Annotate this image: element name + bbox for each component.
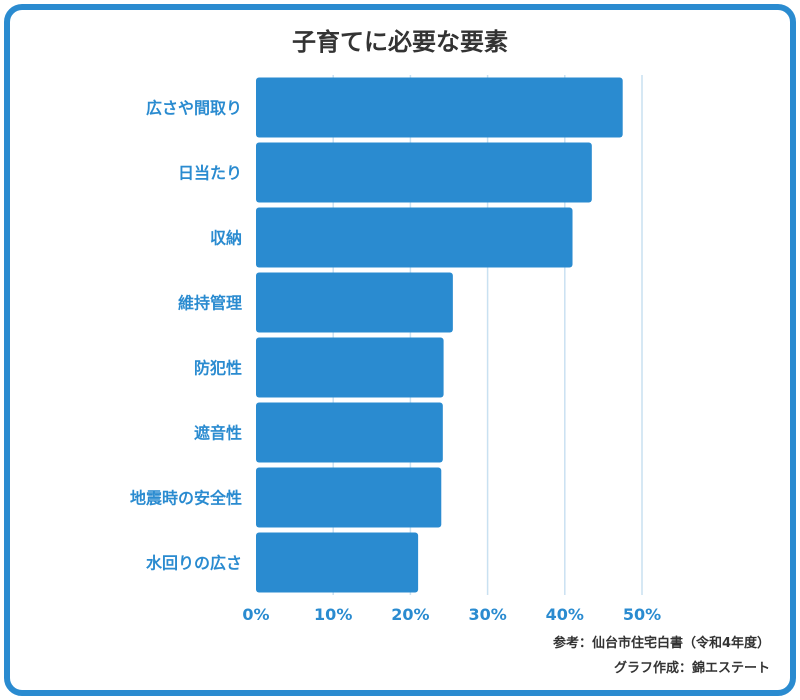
category-label: 日当たり: [178, 164, 242, 183]
credit-note: グラフ作成：錦エステート: [613, 661, 770, 676]
x-tick-label: 10%: [314, 605, 352, 624]
source-note: 参考：仙台市住宅白書（令和4年度）: [552, 636, 770, 651]
bars: [256, 77, 623, 593]
category-label: 水回りの広さ: [146, 554, 242, 573]
bar: [256, 142, 592, 203]
bar: [256, 467, 442, 528]
bar: [256, 207, 573, 268]
bar: [256, 337, 444, 398]
x-tick-label: 30%: [468, 605, 506, 624]
chart-title: 子育てに必要な要素: [292, 28, 508, 56]
category-label: 広さや間取り: [146, 99, 242, 118]
x-tick-label: 20%: [391, 605, 429, 624]
category-label: 維持管理: [178, 294, 242, 313]
category-label: 収納: [210, 229, 242, 248]
bar: [256, 402, 443, 463]
x-tick-label: 40%: [546, 605, 584, 624]
category-label: 防犯性: [194, 359, 242, 378]
bar: [256, 272, 453, 333]
category-label: 遮音性: [194, 424, 242, 443]
category-label: 地震時の安全性: [130, 489, 242, 508]
bar: [256, 532, 419, 593]
x-tick-label: 0%: [242, 605, 269, 624]
x-tick-label: 50%: [623, 605, 661, 624]
bar: [256, 77, 623, 138]
x-axis-tick-labels: 0% 10% 20% 30% 40% 50%: [242, 605, 661, 624]
